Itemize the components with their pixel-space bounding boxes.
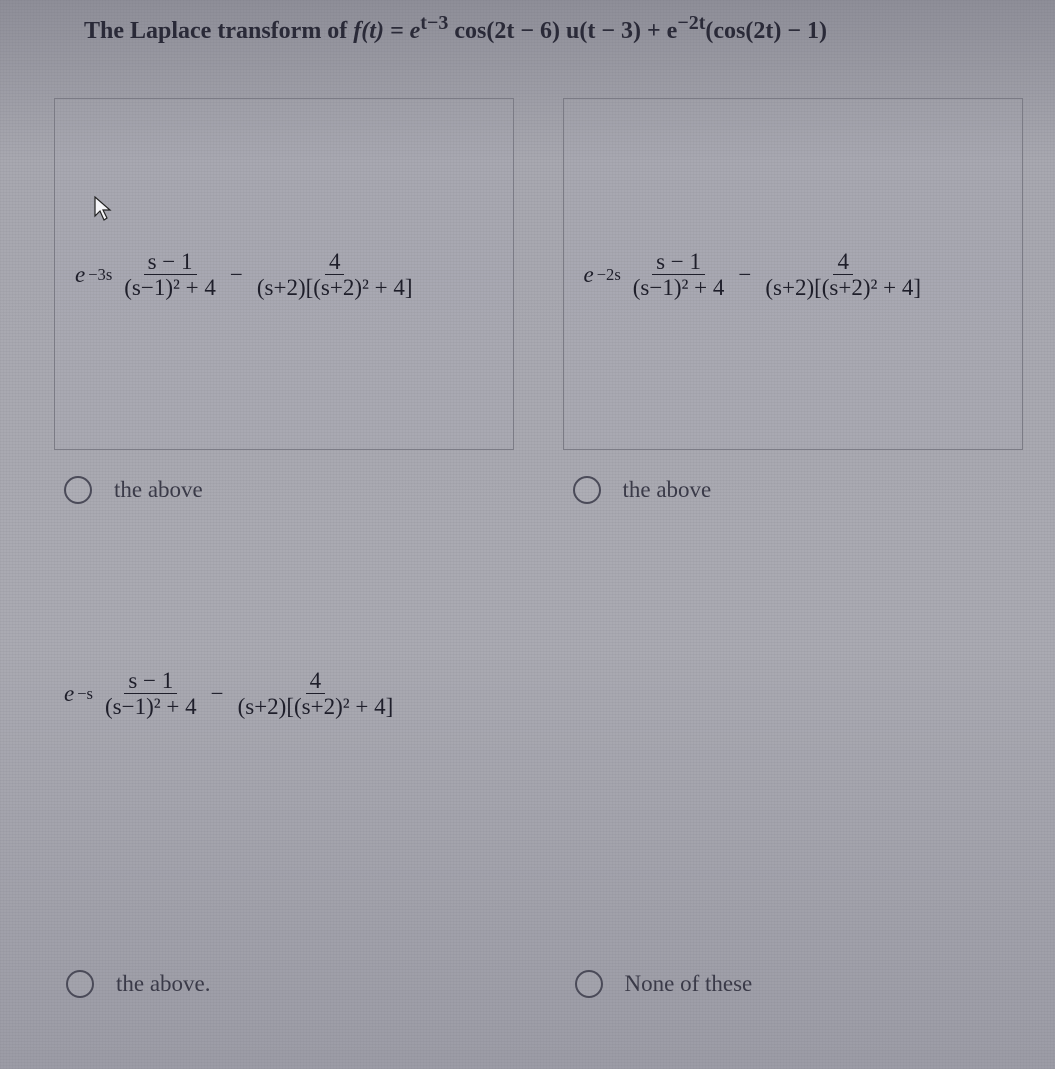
options-grid: e−3s s − 1 (s−1)² + 4 − 4 (s+2)[(s+2)² +… <box>54 98 1035 998</box>
option-d: None of these <box>563 548 1036 998</box>
radio-a[interactable] <box>64 476 92 504</box>
frac1: s − 1 (s−1)² + 4 <box>101 668 201 720</box>
option-c-row[interactable]: the above. <box>66 970 527 998</box>
option-a-card: e−3s s − 1 (s−1)² + 4 − 4 (s+2)[(s+2)² +… <box>54 98 514 450</box>
e-base: e <box>64 681 74 706</box>
radio-d-label: None of these <box>625 971 753 997</box>
e-exp: −s <box>77 684 93 704</box>
radio-b[interactable] <box>573 476 601 504</box>
minus: − <box>230 262 243 288</box>
option-c-card: e−s s − 1 (s−1)² + 4 − 4 (s+2)[(s+2)² + … <box>54 548 527 900</box>
option-c: e−s s − 1 (s−1)² + 4 − 4 (s+2)[(s+2)² + … <box>54 548 527 998</box>
question-prefix: The Laplace transform of <box>84 18 353 44</box>
question-stem: The Laplace transform of f(t) = et−3 cos… <box>84 12 827 45</box>
option-a: e−3s s − 1 (s−1)² + 4 − 4 (s+2)[(s+2)² +… <box>54 98 527 504</box>
question-tail: (cos(2t) − 1) <box>705 18 827 44</box>
frac2-den: (s+2)[(s+2)² + 4] <box>234 694 398 719</box>
frac1-den: (s−1)² + 4 <box>629 275 729 300</box>
frac2-num: 4 <box>306 668 326 694</box>
frac1-num: s − 1 <box>652 249 705 275</box>
minus: − <box>211 681 224 707</box>
option-d-card <box>563 548 1036 900</box>
radio-c[interactable] <box>66 970 94 998</box>
option-b: e−2s s − 1 (s−1)² + 4 − 4 (s+2)[(s+2)² +… <box>563 98 1036 504</box>
option-d-row[interactable]: None of these <box>575 970 1036 998</box>
frac2-num: 4 <box>325 249 345 275</box>
frac1: s − 1 (s−1)² + 4 <box>629 249 729 301</box>
frac2-den: (s+2)[(s+2)² + 4] <box>761 275 925 300</box>
option-b-formula: e−2s s − 1 (s−1)² + 4 − 4 (s+2)[(s+2)² +… <box>584 249 930 301</box>
frac1-num: s − 1 <box>144 249 197 275</box>
frac2-den: (s+2)[(s+2)² + 4] <box>253 275 417 300</box>
option-a-row[interactable]: the above <box>64 476 527 504</box>
frac1: s − 1 (s−1)² + 4 <box>120 249 220 301</box>
frac2: 4 (s+2)[(s+2)² + 4] <box>761 249 925 301</box>
radio-a-label: the above <box>114 477 203 503</box>
question-mid1: cos(2t − 6) u(t − 3) + e <box>448 18 677 44</box>
e-exp: −3s <box>88 265 112 285</box>
option-c-formula: e−s s − 1 (s−1)² + 4 − 4 (s+2)[(s+2)² + … <box>64 668 401 720</box>
frac1-den: (s−1)² + 4 <box>101 694 201 719</box>
radio-b-label: the above <box>623 477 712 503</box>
frac2: 4 (s+2)[(s+2)² + 4] <box>234 668 398 720</box>
frac1-num: s − 1 <box>124 668 177 694</box>
radio-d[interactable] <box>575 970 603 998</box>
minus: − <box>738 262 751 288</box>
frac2-num: 4 <box>833 249 853 275</box>
question-fn: f(t) = e <box>353 18 420 44</box>
option-b-card: e−2s s − 1 (s−1)² + 4 − 4 (s+2)[(s+2)² +… <box>563 98 1023 450</box>
question-exp2: −2t <box>677 12 705 34</box>
radio-c-label: the above. <box>116 971 211 997</box>
e-exp: −2s <box>597 265 621 285</box>
option-b-row[interactable]: the above <box>573 476 1036 504</box>
question-exp1: t−3 <box>420 12 448 34</box>
e-base: e <box>584 262 594 287</box>
e-base: e <box>75 262 85 287</box>
option-a-formula: e−3s s − 1 (s−1)² + 4 − 4 (s+2)[(s+2)² +… <box>75 249 421 301</box>
frac2: 4 (s+2)[(s+2)² + 4] <box>253 249 417 301</box>
frac1-den: (s−1)² + 4 <box>120 275 220 300</box>
